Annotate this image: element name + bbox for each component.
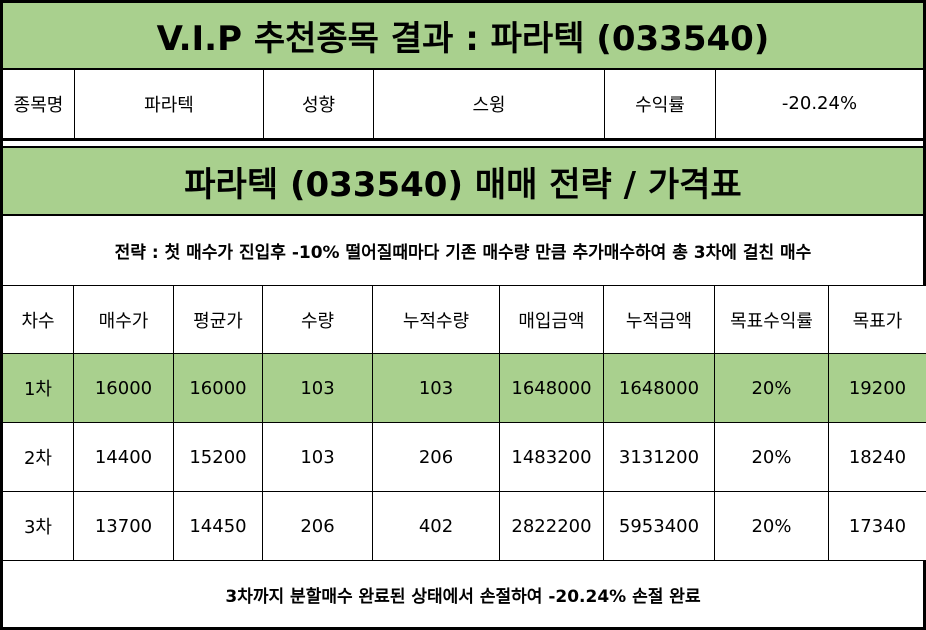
header-buy-price: 매수가 (73, 285, 174, 354)
header-cum-quantity: 누적수량 (372, 285, 500, 354)
cell-buy-amount: 1483200 (499, 422, 604, 492)
stock-info-row: 종목명 파라텍 성향 스윙 수익률 -20.24% (0, 69, 926, 139)
cell-buy-price: 14400 (73, 422, 174, 492)
return-value: -20.24% (781, 93, 858, 114)
result-summary: 3차까지 분할매수 완료된 상태에서 손절하여 -20.24% 손절 완료 (0, 560, 926, 630)
stock-name-label: 종목명 (3, 69, 75, 138)
strategy-title: 파라텍 (033540) 매매 전략 / 가격표 (0, 146, 926, 216)
header-target-price: 목표가 (828, 285, 926, 354)
table-row: 1차 16000 16000 103 103 1648000 1648000 2… (0, 353, 926, 423)
stock-name-value: 파라텍 (75, 69, 264, 138)
table-row: 2차 14400 15200 103 206 1483200 3131200 2… (0, 422, 926, 492)
header-buy-amount: 매입금액 (499, 285, 604, 354)
cell-target-price: 19200 (828, 353, 926, 423)
cell-quantity: 103 (262, 422, 373, 492)
cell-target-return: 20% (714, 491, 829, 561)
header-target-return: 목표수익률 (714, 285, 829, 354)
cell-quantity: 103 (262, 353, 373, 423)
cell-buy-amount: 1648000 (499, 353, 604, 423)
cell-target-price: 17340 (828, 491, 926, 561)
strategy-description: 전략 : 첫 매수가 진입후 -10% 떨어질때마다 기존 매수량 만큼 추가매… (0, 216, 926, 286)
cell-round: 3차 (0, 491, 74, 561)
cell-buy-price: 16000 (73, 353, 174, 423)
cell-buy-price: 13700 (73, 491, 174, 561)
cell-cum-amount: 1648000 (603, 353, 715, 423)
cell-cum-amount: 5953400 (603, 491, 715, 561)
cell-target-return: 20% (714, 422, 829, 492)
header-round: 차수 (0, 285, 74, 354)
cell-cum-amount: 3131200 (603, 422, 715, 492)
cell-round: 1차 (0, 353, 74, 423)
trade-type-value: 스윙 (374, 69, 605, 138)
table-row: 3차 13700 14450 206 402 2822200 5953400 2… (0, 491, 926, 561)
price-table: 차수 매수가 평균가 수량 누적수량 매입금액 누적금액 목표수익률 목표가 1… (0, 285, 926, 561)
table-header-row: 차수 매수가 평균가 수량 누적수량 매입금액 누적금액 목표수익률 목표가 (0, 285, 926, 354)
cell-avg-price: 14450 (173, 491, 263, 561)
cell-buy-amount: 2822200 (499, 491, 604, 561)
header-cum-amount: 누적금액 (603, 285, 715, 354)
cell-cum-quantity: 103 (372, 353, 500, 423)
cell-round: 2차 (0, 422, 74, 492)
header-avg-price: 평균가 (173, 285, 263, 354)
cell-cum-quantity: 402 (372, 491, 500, 561)
trade-type-label: 성향 (264, 69, 374, 138)
cell-target-return: 20% (714, 353, 829, 423)
header-quantity: 수량 (262, 285, 373, 354)
section-divider (0, 139, 926, 146)
cell-avg-price: 16000 (173, 353, 263, 423)
cell-cum-quantity: 206 (372, 422, 500, 492)
cell-target-price: 18240 (828, 422, 926, 492)
cell-quantity: 206 (262, 491, 373, 561)
page-title: V.I.P 추천종목 결과 : 파라텍 (033540) (0, 0, 926, 70)
return-label: 수익률 (605, 69, 716, 138)
cell-avg-price: 15200 (173, 422, 263, 492)
